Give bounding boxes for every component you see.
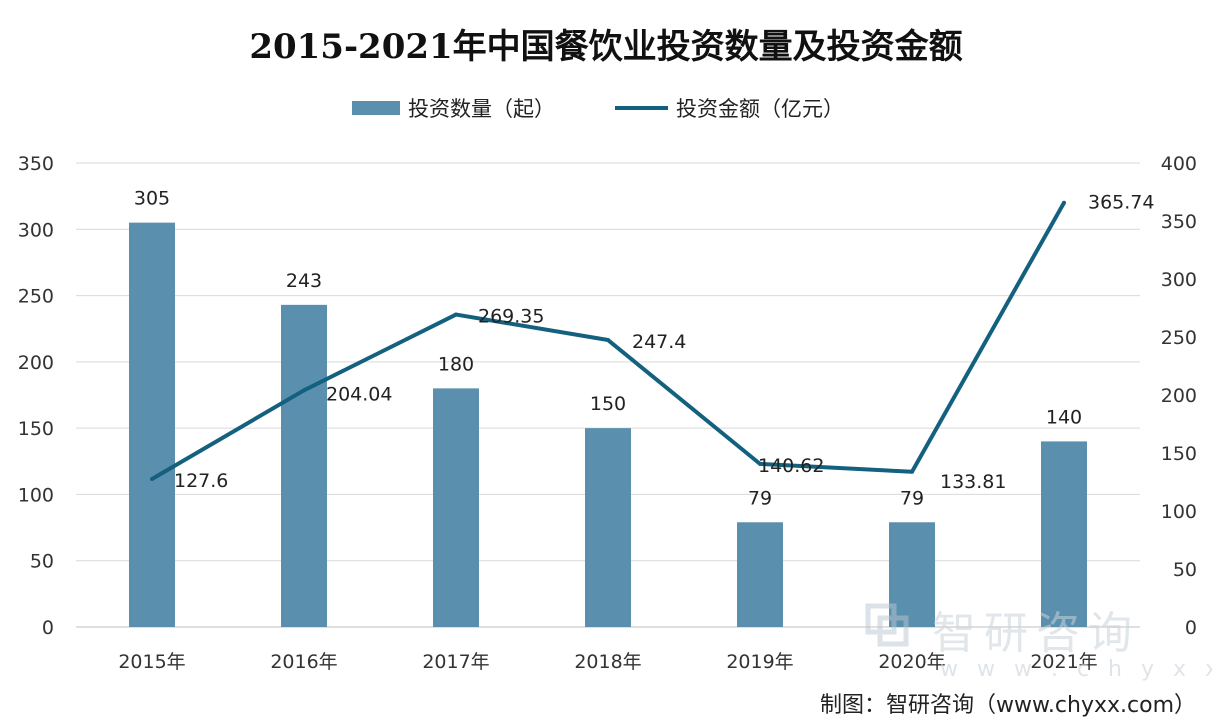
y-right-tick-label: 350 (1161, 211, 1197, 233)
y-left-tick-label: 200 (18, 352, 54, 374)
y-right-tick-label: 200 (1161, 385, 1197, 407)
line-value-label: 133.81 (940, 471, 1006, 493)
line-point (150, 476, 154, 481)
source-credit: 制图：智研咨询（www.chyxx.com） (820, 693, 1196, 718)
y-left-tick-label: 100 (18, 484, 54, 506)
legend-line-label: 投资金额（亿元） (676, 97, 844, 121)
chart-title: 2015-2021年中国餐饮业投资数量及投资金额 (249, 27, 962, 67)
y-right-tick-label: 150 (1161, 443, 1197, 465)
x-tick-label: 2018年 (574, 651, 641, 673)
line-value-label: 204.04 (326, 383, 392, 405)
legend-bar-swatch (352, 101, 400, 115)
line-point (910, 469, 914, 474)
line-point (454, 312, 458, 317)
chyxx-logo-icon (865, 603, 909, 647)
y-left-tick-label: 150 (18, 418, 54, 440)
line-value-label: 365.74 (1088, 192, 1154, 214)
y-right-tick-label: 300 (1161, 269, 1197, 291)
line-point (606, 338, 610, 343)
x-tick-label: 2021年 (1030, 651, 1097, 673)
y-left-tick-label: 50 (30, 551, 54, 573)
bar-value-label: 79 (900, 487, 924, 509)
bar (433, 388, 479, 627)
watermark-name: 智研咨询 (932, 608, 1140, 659)
y-right-tick-label: 400 (1161, 153, 1197, 175)
line-series (150, 200, 1066, 481)
line-data-labels: 127.6 204.04 269.35 247.4 140.62 133.81 365.74 (174, 192, 1154, 493)
bar-value-label: 150 (590, 393, 626, 415)
bar-value-label: 243 (286, 270, 322, 292)
bar-value-label: 140 (1046, 406, 1082, 428)
y-left-tick-label: 0 (42, 617, 54, 639)
right-axis: 0 50 100 150 200 250 300 350 400 (1161, 153, 1197, 639)
y-right-tick-label: 100 (1161, 501, 1197, 523)
bar-value-label: 180 (438, 353, 474, 375)
watermark-url: w w w . c h y x x . c o m (940, 657, 1212, 682)
bar-value-label: 305 (134, 188, 170, 210)
bar (889, 522, 935, 627)
line-point (1062, 200, 1066, 205)
bar-data-labels: 305 243 180 150 79 79 140 (134, 188, 1082, 510)
left-axis: 0 50 100 150 200 250 300 350 (18, 153, 54, 639)
line-value-label: 269.35 (478, 306, 544, 328)
x-tick-label: 2019年 (726, 651, 793, 673)
bars (129, 222, 1087, 627)
watermark: 智研咨询 w w w . c h y x x . c o m (865, 603, 1212, 682)
y-left-tick-label: 250 (18, 286, 54, 308)
line-point (302, 388, 306, 393)
x-tick-label: 2016年 (270, 651, 337, 673)
line-value-label: 127.6 (174, 470, 228, 492)
x-tick-label: 2015年 (118, 651, 185, 673)
legend: 投资数量（起） 投资金额（亿元） (352, 97, 844, 121)
x-tick-label: 2020年 (878, 651, 945, 673)
line-value-label: 247.4 (632, 331, 686, 353)
bar (737, 522, 783, 627)
x-axis: 2015年 2016年 2017年 2018年 2019年 2020年 2021年 (118, 651, 1097, 673)
line-value-label: 140.62 (758, 455, 824, 477)
y-right-tick-label: 0 (1185, 617, 1197, 639)
y-right-tick-label: 250 (1161, 327, 1197, 349)
bar (1041, 441, 1087, 627)
bar-value-label: 79 (748, 487, 772, 509)
legend-bar-label: 投资数量（起） (408, 97, 555, 121)
y-left-tick-label: 300 (18, 219, 54, 241)
y-left-tick-label: 350 (18, 153, 54, 175)
bar (129, 222, 175, 627)
x-tick-label: 2017年 (422, 651, 489, 673)
y-right-tick-label: 50 (1173, 559, 1197, 581)
bar (281, 304, 327, 627)
line-point (758, 461, 762, 466)
bar (585, 428, 631, 627)
